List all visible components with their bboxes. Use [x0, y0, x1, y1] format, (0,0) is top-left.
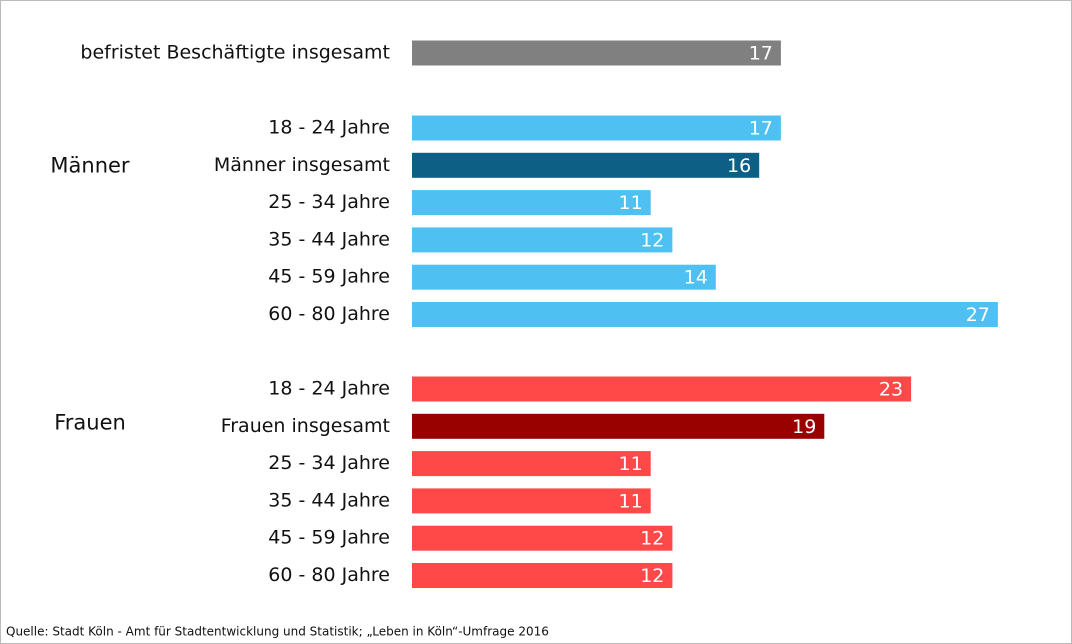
category-label: 60 - 80 Jahre: [268, 564, 390, 586]
value-label: 17: [749, 118, 773, 140]
bar: [412, 40, 781, 66]
bar: [412, 525, 673, 551]
value-label: 14: [684, 267, 708, 289]
bar: [412, 488, 651, 514]
value-label: 16: [727, 155, 751, 177]
bar: [412, 115, 781, 141]
category-label: 25 - 34 Jahre: [268, 191, 390, 213]
category-label: 25 - 34 Jahre: [268, 452, 390, 474]
bar: [412, 376, 912, 402]
bar: [412, 264, 716, 290]
value-label: 11: [619, 192, 643, 214]
source: Quelle: Stadt Köln - Amt für Stadtentwic…: [6, 625, 549, 639]
value-label: 11: [619, 490, 643, 512]
bar: [412, 413, 825, 439]
value-label: 12: [640, 528, 664, 550]
bar: [412, 302, 998, 327]
value-label: 23: [879, 379, 903, 401]
value-label: 11: [619, 453, 643, 475]
value-label: 17: [749, 43, 773, 65]
category-label: 18 - 24 Jahre: [268, 378, 390, 400]
category-label: Männer insgesamt: [214, 154, 390, 176]
value-label: 12: [640, 565, 664, 587]
value-label: 19: [792, 416, 816, 438]
value-label: 27: [966, 304, 990, 326]
category-label: befristet Beschäftigte insgesamt: [80, 42, 390, 64]
bar: [412, 227, 673, 253]
bar: [412, 152, 760, 178]
category-label: 45 - 59 Jahre: [268, 266, 390, 288]
group-label: Frauen: [54, 410, 126, 434]
category-label: 45 - 59 Jahre: [268, 527, 390, 549]
category-label: 60 - 80 Jahre: [268, 303, 390, 325]
group-label: Männer: [50, 153, 130, 177]
category-label: 18 - 24 Jahre: [268, 117, 390, 139]
bar: [412, 451, 651, 477]
category-label: 35 - 44 Jahre: [268, 228, 390, 250]
category-label: 35 - 44 Jahre: [268, 489, 390, 511]
bar: [412, 190, 651, 216]
bar: [412, 563, 673, 588]
value-label: 12: [640, 229, 664, 251]
category-label: Frauen insgesamt: [221, 415, 390, 437]
